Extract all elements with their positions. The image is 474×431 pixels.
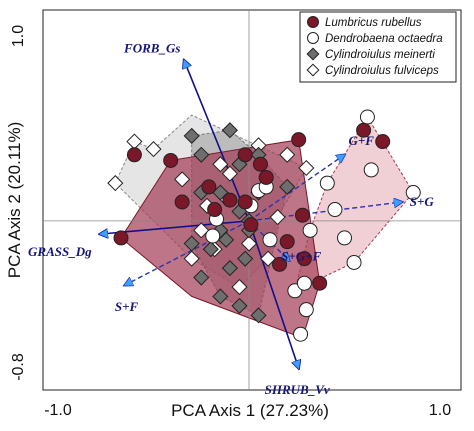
point-dendrobaena-octaedra-9 <box>296 275 312 291</box>
point-lumbricus-rubellus-10 <box>279 234 295 250</box>
x-tick-label-left: -1.0 <box>44 402 72 419</box>
vector-shrub-vv <box>248 220 299 368</box>
vector-label-shrub-vv: SHRUB_Vv <box>265 382 330 397</box>
point-cylindroiulus-fulviceps-9 <box>183 250 200 267</box>
point-cylindroiulus-fulviceps-16 <box>240 235 258 252</box>
point-lumbricus-rubellus-6 <box>237 147 253 163</box>
legend-marker-cylindroiulus-fulviceps <box>306 63 320 77</box>
y-tick-label-bottom: -0.8 <box>10 353 27 381</box>
x-tick-label-right: 1.0 <box>429 402 451 419</box>
point-lumbricus-rubellus-8 <box>258 169 274 185</box>
point-dendrobaena-octaedra-2 <box>405 185 421 201</box>
vector-label-grass-dg: GRASS_Dg <box>28 244 92 259</box>
x-axis-title: PCA Axis 1 (27.23%) <box>171 401 329 420</box>
point-dendrobaena-octaedra-5 <box>337 230 352 246</box>
point-cylindroiulus-fulviceps-1 <box>145 141 162 158</box>
point-cylindroiulus-meinerti-15 <box>250 307 267 324</box>
point-lumbricus-rubellus-2 <box>163 152 179 168</box>
point-cylindroiulus-meinerti-17 <box>237 250 254 267</box>
point-dendrobaena-octaedra-3 <box>319 175 335 191</box>
point-lumbricus-rubellus-9 <box>272 256 288 272</box>
point-dendrobaena-octaedra-0 <box>359 109 375 125</box>
point-lumbricus-rubellus-16 <box>237 194 253 210</box>
point-cylindroiulus-meinerti-13 <box>212 288 229 305</box>
point-cylindroiulus-meinerti-12 <box>221 260 238 277</box>
legend: Lumbricus rubellus Dendrobaena octaedra Cy… <box>299 11 457 83</box>
vector-label-s-g-f: S+G+F <box>281 249 321 264</box>
point-cylindroiulus-fulviceps-12 <box>269 209 286 226</box>
point-cylindroiulus-meinerti-14 <box>231 297 248 314</box>
point-dendrobaena-octaedra-11 <box>262 232 278 248</box>
point-dendrobaena-octaedra-8 <box>298 302 314 318</box>
legend-marker-dendrobaena-octaedra <box>307 32 319 44</box>
point-cylindroiulus-fulviceps-4 <box>221 165 238 182</box>
point-lumbricus-rubellus-11 <box>291 132 307 148</box>
vector-g-f <box>248 155 345 222</box>
point-lumbricus-rubellus-3 <box>174 194 190 210</box>
point-lumbricus-rubellus-18 <box>356 122 372 138</box>
vector-label-g-f: G+F <box>349 133 375 148</box>
point-lumbricus-rubellus-15 <box>222 192 238 208</box>
point-cylindroiulus-fulviceps-14 <box>212 156 229 173</box>
vector-label-s-f: S+F <box>115 299 139 314</box>
point-cylindroiulus-fulviceps-3 <box>174 171 191 188</box>
point-cylindroiulus-meinerti-0 <box>183 127 200 144</box>
point-lumbricus-rubellus-4 <box>201 179 217 195</box>
legend-label-dendrobaena-octaedra: Dendrobaena octaedra <box>325 33 443 45</box>
vector-label-forb-gs: FORB_Gs <box>123 40 180 55</box>
point-dendrobaena-octaedra-1 <box>363 162 379 178</box>
point-lumbricus-rubellus-1 <box>126 147 142 163</box>
point-cylindroiulus-meinerti-1 <box>193 146 210 163</box>
point-lumbricus-rubellus-13 <box>312 275 328 291</box>
legend-marker-cylindroiulus-meinerti <box>306 47 320 61</box>
point-dendrobaena-octaedra-10 <box>302 222 318 238</box>
vector-s-f <box>125 220 250 285</box>
legend-label-cylindroiulus-meinerti: Cylindroiulus meinerti <box>325 49 435 61</box>
vector-labels: FORB_Gs GRASS_Dg SHRUB_Vv G+F S+G S+G+F S+F <box>28 40 434 397</box>
point-dendrobaena-octaedra-15 <box>205 228 221 244</box>
point-cylindroiulus-fulviceps-2 <box>107 175 124 192</box>
point-lumbricus-rubellus-12 <box>296 251 312 267</box>
y-tick-label-top: 1.0 <box>10 25 27 47</box>
point-dendrobaena-octaedra-6 <box>346 254 362 270</box>
point-lumbricus-rubellus-5 <box>207 202 223 218</box>
point-cylindroiulus-fulviceps-15 <box>193 222 210 239</box>
point-dendrobaena-octaedra-4 <box>327 202 343 218</box>
point-cylindroiulus-meinerti-9 <box>202 241 219 258</box>
point-cylindroiulus-fulviceps-11 <box>260 250 277 267</box>
point-lumbricus-rubellus-17 <box>375 134 391 150</box>
sample-points <box>107 109 421 342</box>
point-cylindroiulus-fulviceps-17 <box>298 159 315 177</box>
legend-label-lumbricus-rubellus: Lumbricus rubellus <box>325 17 422 29</box>
legend-label-cylindroiulus-fulviceps: Cylindroiulus fulviceps <box>325 65 439 77</box>
point-cylindroiulus-meinerti-10 <box>183 235 200 252</box>
vector-label-s-g: S+G <box>410 194 435 209</box>
point-cylindroiulus-fulviceps-10 <box>231 278 248 296</box>
point-dendrobaena-octaedra-17 <box>293 326 309 342</box>
point-cylindroiulus-fulviceps-6 <box>279 146 296 163</box>
legend-box <box>299 11 457 83</box>
point-lumbricus-rubellus-14 <box>294 207 310 223</box>
point-lumbricus-rubellus-7 <box>252 156 268 172</box>
point-lumbricus-rubellus-0 <box>113 230 129 246</box>
point-cylindroiulus-meinerti-11 <box>193 269 210 286</box>
legend-marker-lumbricus-rubellus <box>307 16 319 28</box>
vector-forb-gs <box>184 60 250 222</box>
point-cylindroiulus-meinerti-2 <box>221 122 238 139</box>
point-lumbricus-rubellus-19 <box>243 217 259 233</box>
point-cylindroiulus-meinerti-20 <box>279 178 296 195</box>
y-axis-title: PCA Axis 2 (20.11%) <box>5 122 24 279</box>
